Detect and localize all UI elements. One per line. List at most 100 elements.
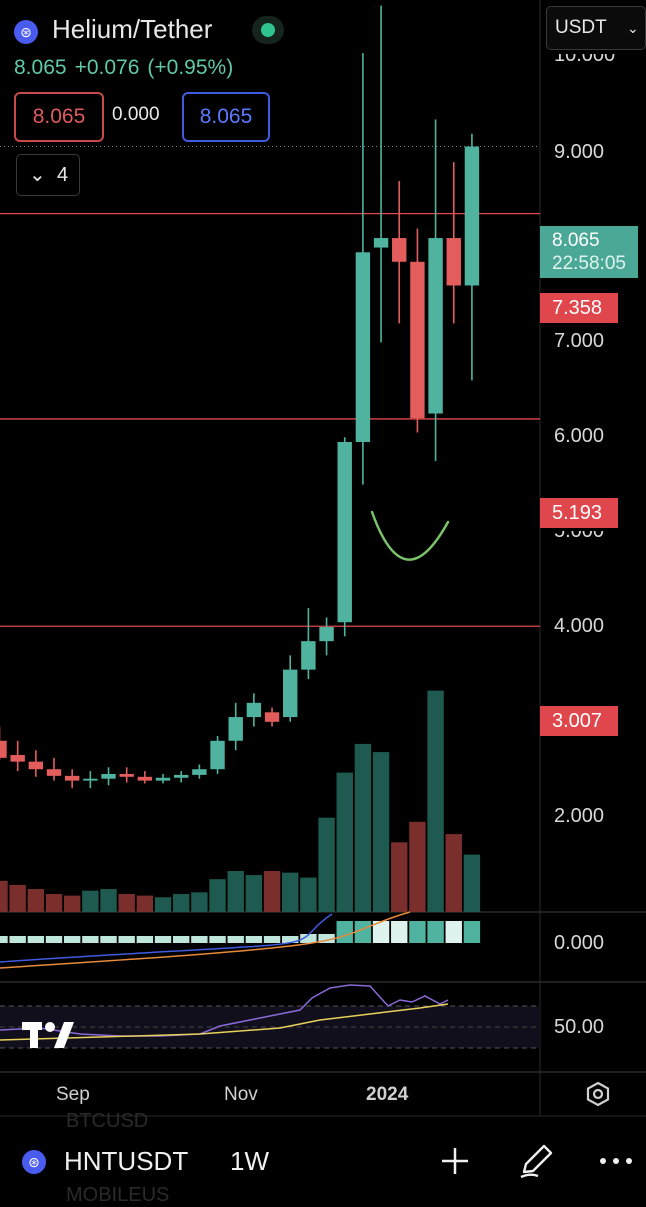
ghost-symbol: BTCUSD <box>66 1110 149 1132</box>
currency-label: USDT <box>555 17 607 38</box>
level-tag[interactable]: 5.193 <box>540 498 618 528</box>
annotation-curve <box>370 510 450 561</box>
macd-histogram-bar <box>173 936 190 943</box>
pair-title[interactable]: Helium/Tether <box>52 14 213 44</box>
macd-histogram-bar <box>282 936 299 943</box>
x-tick: Sep <box>56 1084 90 1105</box>
candle-body <box>155 777 171 781</box>
macd-histogram-bar <box>245 936 263 943</box>
indicators-toggle-button[interactable]: ⌄ 4 <box>16 154 80 196</box>
volume-bar <box>45 893 63 912</box>
candle-body <box>174 774 189 778</box>
price-chart[interactable] <box>0 0 646 1122</box>
volume-bar <box>245 875 263 912</box>
macd-histogram-bar <box>263 936 281 943</box>
volume-bar <box>63 895 81 912</box>
volume-bar <box>154 897 172 912</box>
volume-bar <box>463 854 481 912</box>
candle-body <box>428 238 443 414</box>
live-status-icon <box>252 16 284 44</box>
candle-body <box>192 769 207 775</box>
macd-histogram-bar <box>118 936 135 943</box>
symbol-button[interactable]: HNTUSDT <box>64 1146 189 1176</box>
macd-histogram-bar <box>354 921 372 943</box>
macd-histogram-bar <box>63 936 81 943</box>
volume-bar <box>0 880 8 912</box>
macd-histogram-bar <box>27 936 45 943</box>
x-tick: Nov <box>224 1084 258 1105</box>
more-icon[interactable] <box>598 1154 634 1168</box>
volume-bar <box>263 871 281 912</box>
candle-body <box>337 441 352 623</box>
spread-value: 0.000 <box>112 104 160 125</box>
candle-body <box>0 740 7 758</box>
candle-body <box>264 712 280 722</box>
level-tag[interactable]: 3.007 <box>540 706 618 736</box>
candle-body <box>446 238 461 286</box>
pen-icon[interactable] <box>518 1142 556 1180</box>
macd-histogram-bar <box>427 921 444 943</box>
candle-body <box>10 754 25 762</box>
currency-select[interactable]: USDT ⌄ <box>546 6 646 50</box>
volume-bar <box>282 872 299 912</box>
macd-histogram-bar <box>0 936 8 943</box>
macd-histogram-bar <box>318 934 335 943</box>
chevron-down-icon: ⌄ <box>29 164 46 186</box>
candle-body <box>46 769 62 776</box>
macd-histogram-bar <box>300 934 317 943</box>
settings-icon[interactable] <box>584 1080 612 1108</box>
y-tick: 5.000 <box>554 520 605 542</box>
macd-histogram-bar <box>372 921 390 943</box>
tradingview-logo <box>22 1022 74 1048</box>
y-tick: 4.000 <box>554 615 605 637</box>
macd-histogram-bar <box>227 936 244 943</box>
y-tick: 10.000 <box>554 44 616 66</box>
macd-zero-label: 0.000 <box>554 932 605 954</box>
candle-body <box>319 626 334 642</box>
candle-body <box>355 252 371 442</box>
volume-bar <box>336 772 353 912</box>
plus-icon[interactable] <box>440 1146 470 1176</box>
candle-body <box>64 775 80 781</box>
interval-button[interactable]: 1W <box>230 1146 269 1176</box>
candle-body <box>228 717 243 741</box>
price-change: +0.076 <box>74 56 140 79</box>
macd-histogram-bar <box>9 936 26 943</box>
rsi-ma-line <box>0 1003 449 1041</box>
candle-body <box>373 238 389 248</box>
current-price-tag: 8.065 22:58:05 <box>540 226 638 278</box>
macd-histogram-bar <box>136 936 154 943</box>
helium-coin-icon: ⊛ <box>22 1150 46 1174</box>
candle-body <box>246 702 262 718</box>
macd-histogram-bar <box>191 936 208 943</box>
indicator-count: 4 <box>57 164 69 186</box>
level-tag[interactable]: 7.358 <box>540 293 618 323</box>
volume-bars <box>0 690 481 912</box>
macd-histogram-bar <box>154 936 172 943</box>
last-price: 8.065 <box>14 56 67 79</box>
volume-bar <box>409 821 426 912</box>
chevron-down-icon: ⌄ <box>627 20 639 36</box>
macd-histogram-bar <box>82 936 99 943</box>
helium-coin-icon: ⊛ <box>14 20 38 44</box>
candle-body <box>301 641 316 670</box>
macd-histogram-bar <box>391 921 408 943</box>
y-tick: 6.000 <box>554 425 605 447</box>
macd-histogram-bar <box>445 921 462 943</box>
candle-body <box>283 669 298 718</box>
candle-body <box>101 773 116 779</box>
sell-price-button[interactable]: 8.065 <box>14 92 104 142</box>
volume-bar <box>82 890 99 912</box>
volume-bar <box>300 877 317 912</box>
volume-bar <box>136 895 154 912</box>
current-price: 8.065 <box>552 230 600 251</box>
volume-bar <box>118 893 135 912</box>
macd-histogram-bar <box>409 921 426 943</box>
volume-bar <box>9 884 26 912</box>
candle-body <box>28 761 44 770</box>
candle-body <box>210 740 225 770</box>
macd-histogram-bar <box>209 936 226 943</box>
buy-price-button[interactable]: 8.065 <box>182 92 270 142</box>
candle-body <box>392 238 407 262</box>
macd-line <box>0 913 333 963</box>
